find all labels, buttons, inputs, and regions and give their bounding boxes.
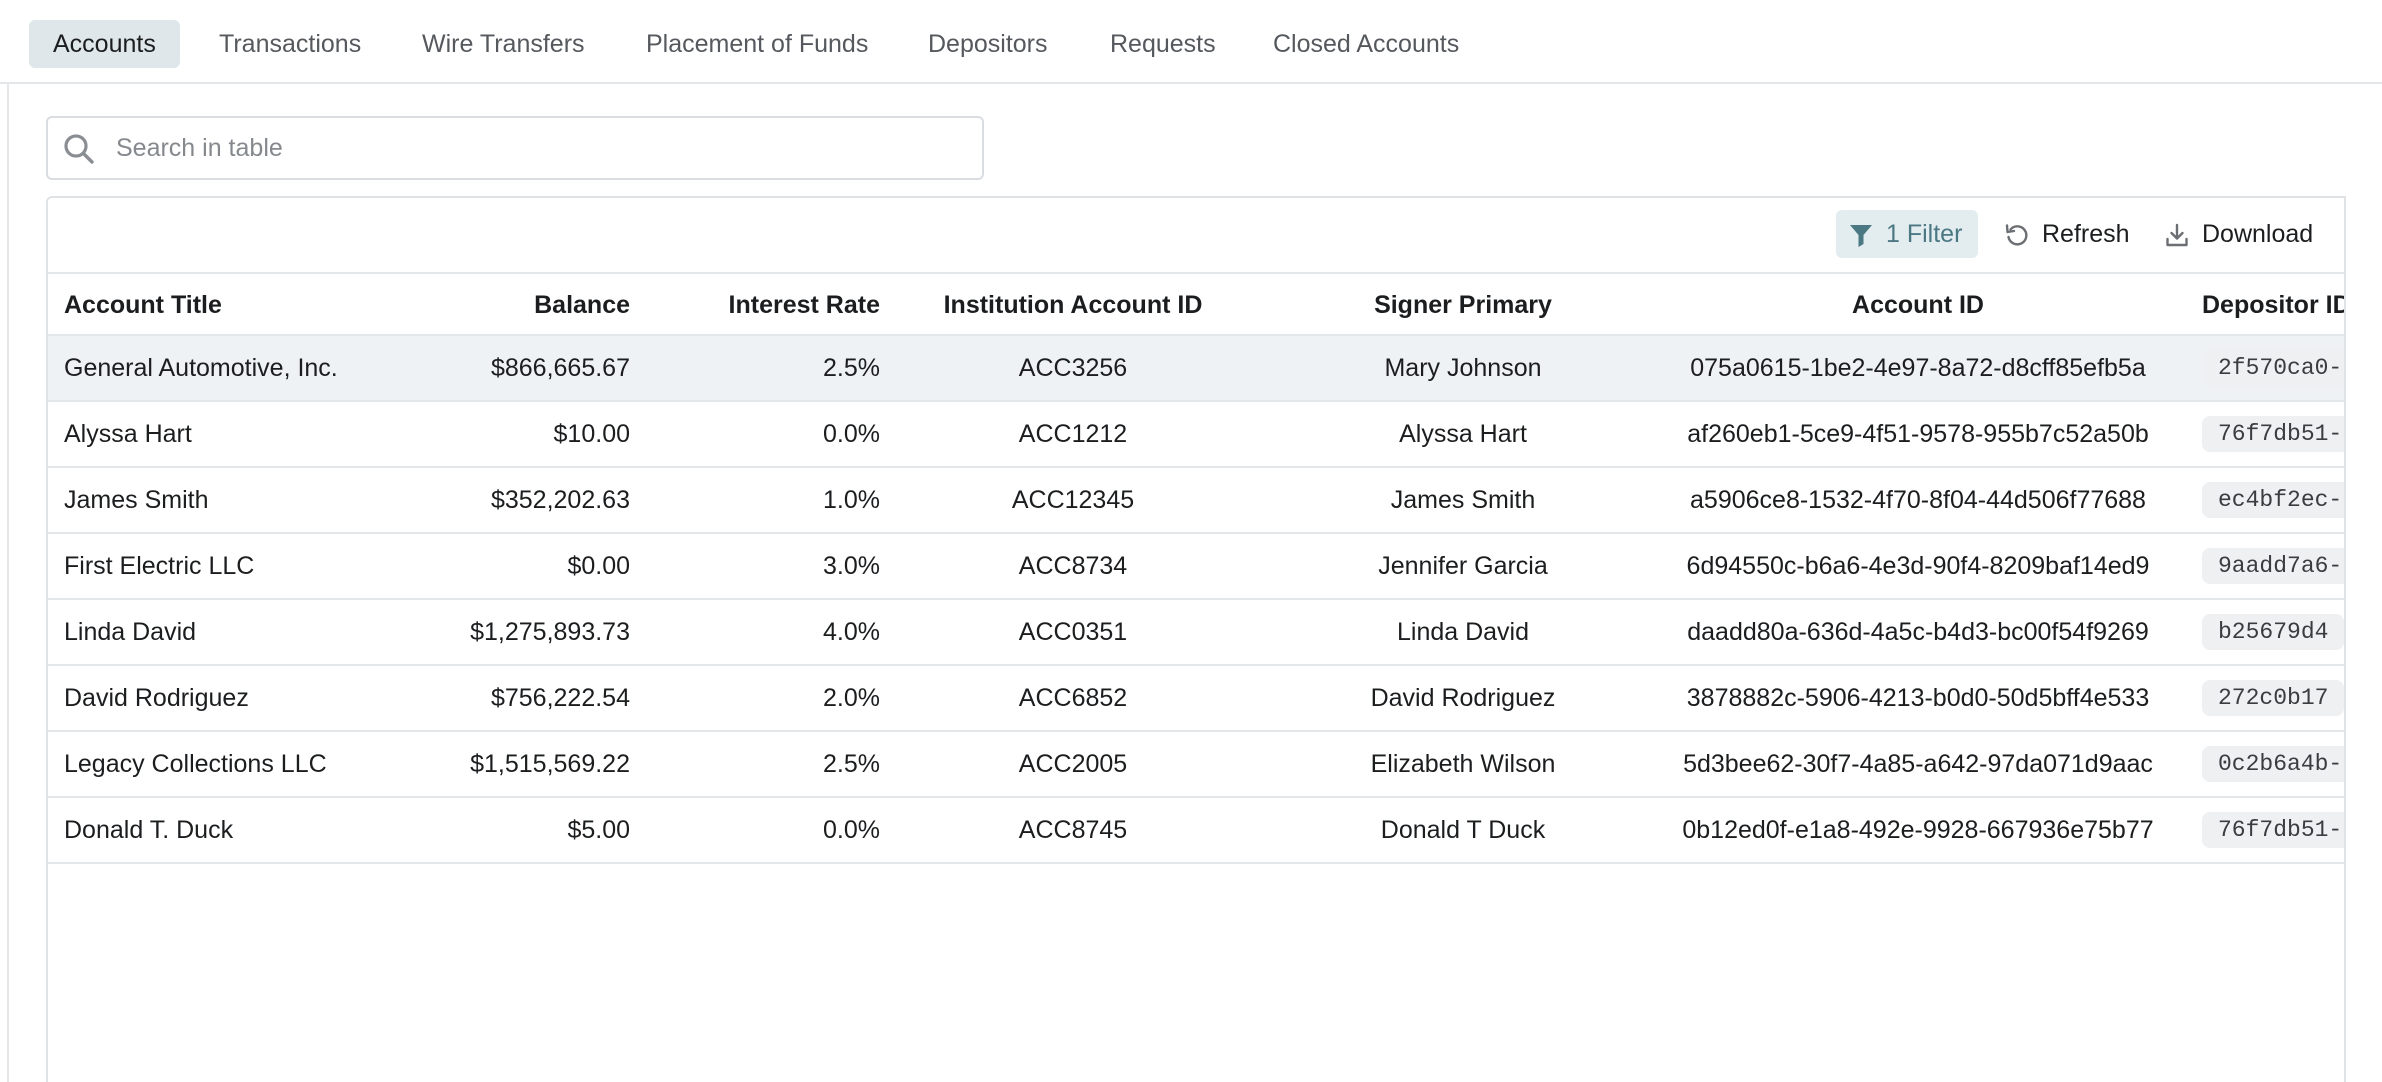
table-row[interactable]: General Automotive, Inc. $866,665.67 2.5…: [48, 336, 2344, 402]
cell-institution-account-id: ACC1212: [1018, 420, 1128, 448]
cell-account-title: James Smith: [64, 486, 209, 514]
cell-account-id: 3878882c-5906-4213-b0d0-50d5bff4e533: [1686, 684, 2150, 712]
cell-balance: $352,202.63: [490, 486, 630, 514]
accounts-table: 1 Filter Refresh Download Account Title …: [46, 196, 2346, 1082]
search-box: [46, 116, 984, 180]
table-row[interactable]: First Electric LLC $0.00 3.0% ACC8734 Je…: [48, 534, 2344, 600]
cell-account-id: 6d94550c-b6a6-4e3d-90f4-8209baf14ed9: [1686, 552, 2150, 580]
filter-button[interactable]: 1 Filter: [1836, 210, 1978, 258]
cell-account-id: daadd80a-636d-4a5c-b4d3-bc00f54f9269: [1687, 618, 2149, 646]
tab-transactions[interactable]: Transactions: [219, 30, 362, 58]
tab-accounts[interactable]: Accounts: [29, 20, 180, 68]
column-header-institution-account-id[interactable]: Institution Account ID: [943, 291, 1203, 319]
cell-depositor-id: 2f570ca0-: [2202, 350, 2344, 386]
cell-interest-rate: 0.0%: [823, 816, 880, 844]
cell-depositor-id: 9aadd7a6-: [2202, 548, 2344, 584]
table-header: Account Title Balance Interest Rate Inst…: [48, 272, 2346, 336]
column-header-account-id[interactable]: Account ID: [1852, 291, 1984, 319]
cell-account-title: Linda David: [64, 618, 197, 646]
cell-account-title: Alyssa Hart: [64, 420, 192, 448]
table-row[interactable]: James Smith $352,202.63 1.0% ACC12345 Ja…: [48, 468, 2344, 534]
tab-bar: Accounts Transactions Wire Transfers Pla…: [0, 0, 2382, 84]
cell-depositor-id: 76f7db51-: [2202, 416, 2344, 452]
tab-placement-of-funds[interactable]: Placement of Funds: [646, 30, 869, 58]
column-header-signer-primary[interactable]: Signer Primary: [1374, 291, 1552, 319]
download-button[interactable]: Download: [2152, 210, 2344, 258]
cell-account-title: General Automotive, Inc.: [64, 354, 338, 382]
cell-account-id: 0b12ed0f-e1a8-492e-9928-667936e75b77: [1682, 816, 2154, 844]
cell-balance: $0.00: [567, 552, 630, 580]
cell-account-id: a5906ce8-1532-4f70-8f04-44d506f77688: [1690, 486, 2146, 514]
cell-interest-rate: 0.0%: [823, 420, 880, 448]
cell-interest-rate: 4.0%: [823, 618, 880, 646]
cell-balance: $5.00: [567, 816, 630, 844]
table-row[interactable]: Donald T. Duck $5.00 0.0% ACC8745 Donald…: [48, 798, 2344, 864]
cell-depositor-id: b25679d4: [2202, 614, 2344, 650]
cell-balance: $10.00: [553, 420, 630, 448]
cell-signer-primary: Alyssa Hart: [1399, 420, 1527, 448]
cell-balance: $866,665.67: [490, 354, 630, 382]
tab-depositors[interactable]: Depositors: [928, 30, 1048, 58]
cell-interest-rate: 2.5%: [823, 750, 880, 778]
cell-balance: $756,222.54: [490, 684, 630, 712]
cell-depositor-id: 0c2b6a4b-: [2202, 746, 2344, 782]
cell-signer-primary: Mary Johnson: [1384, 354, 1542, 382]
refresh-label: Refresh: [2042, 220, 2130, 248]
cell-interest-rate: 3.0%: [823, 552, 880, 580]
cell-account-title: First Electric LLC: [64, 552, 255, 580]
cell-interest-rate: 1.0%: [823, 486, 880, 514]
cell-institution-account-id: ACC8734: [1018, 552, 1128, 580]
refresh-icon: [2005, 224, 2028, 246]
cell-signer-primary: Donald T Duck: [1380, 816, 1546, 844]
filter-icon: [1850, 225, 1872, 247]
cell-account-title: David Rodriguez: [64, 684, 249, 712]
cell-account-title: Legacy Collections LLC: [64, 750, 327, 778]
cell-signer-primary: Linda David: [1396, 618, 1530, 646]
cell-institution-account-id: ACC12345: [1011, 486, 1135, 514]
download-label: Download: [2202, 220, 2314, 248]
column-header-balance[interactable]: Balance: [534, 291, 630, 319]
cell-account-id: af260eb1-5ce9-4f51-9578-955b7c52a50b: [1687, 420, 2149, 448]
table-row[interactable]: Legacy Collections LLC $1,515,569.22 2.5…: [48, 732, 2344, 798]
table-row[interactable]: Linda David $1,275,893.73 4.0% ACC0351 L…: [48, 600, 2344, 666]
cell-interest-rate: 2.5%: [823, 354, 880, 382]
table-row[interactable]: David Rodriguez $756,222.54 2.0% ACC6852…: [48, 666, 2344, 732]
cell-depositor-id: 272c0b17: [2202, 680, 2344, 716]
tab-wire-transfers[interactable]: Wire Transfers: [422, 30, 585, 58]
cell-account-title: Donald T. Duck: [64, 816, 234, 844]
cell-account-id: 075a0615-1be2-4e97-8a72-d8cff85efb5a: [1690, 354, 2146, 382]
cell-balance: $1,515,569.22: [470, 750, 630, 778]
cell-institution-account-id: ACC3256: [1018, 354, 1128, 382]
cell-interest-rate: 2.0%: [823, 684, 880, 712]
download-icon: [2166, 223, 2188, 247]
cell-signer-primary: James Smith: [1390, 486, 1536, 514]
cell-account-id: 5d3bee62-30f7-4a85-a642-97da071d9aac: [1683, 750, 2153, 778]
tab-requests[interactable]: Requests: [1110, 30, 1216, 58]
cell-signer-primary: Jennifer Garcia: [1378, 552, 1548, 580]
cell-institution-account-id: ACC0351: [1018, 618, 1128, 646]
cell-institution-account-id: ACC8745: [1018, 816, 1128, 844]
refresh-button[interactable]: Refresh: [1992, 210, 2138, 258]
cell-depositor-id: 76f7db51-: [2202, 812, 2344, 848]
cell-institution-account-id: ACC6852: [1018, 684, 1128, 712]
search-input[interactable]: [116, 128, 956, 168]
column-header-account-title[interactable]: Account Title: [64, 291, 222, 319]
tab-closed-accounts[interactable]: Closed Accounts: [1273, 30, 1460, 58]
column-header-depositor-id[interactable]: Depositor ID: [2202, 291, 2346, 319]
search-icon: [62, 132, 96, 166]
panel-divider: [7, 84, 9, 1082]
cell-signer-primary: David Rodriguez: [1370, 684, 1556, 712]
column-header-interest-rate[interactable]: Interest Rate: [728, 291, 880, 319]
table-row[interactable]: Alyssa Hart $10.00 0.0% ACC1212 Alyssa H…: [48, 402, 2344, 468]
cell-balance: $1,275,893.73: [470, 618, 630, 646]
cell-institution-account-id: ACC2005: [1018, 750, 1128, 778]
cell-depositor-id: ec4bf2ec-: [2202, 482, 2344, 518]
filter-label: 1 Filter: [1886, 220, 1963, 248]
cell-signer-primary: Elizabeth Wilson: [1370, 750, 1556, 778]
